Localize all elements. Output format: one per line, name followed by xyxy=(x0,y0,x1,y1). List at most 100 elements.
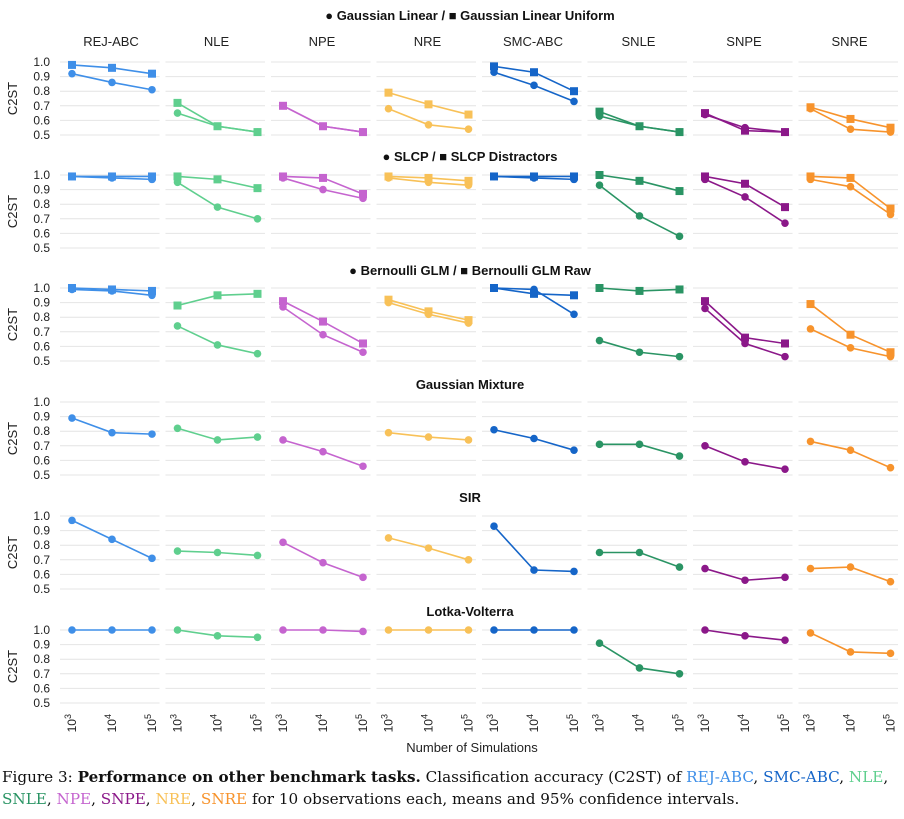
data-point-smc-abc xyxy=(530,566,538,574)
data-point-rej-abc xyxy=(148,286,156,295)
x-tick-label: 105 xyxy=(354,714,370,732)
caption-text-1: Classification accuracy (C2ST) of xyxy=(425,768,682,786)
data-point-snpe xyxy=(701,564,709,573)
data-point-nle xyxy=(213,203,222,211)
x-tick-exponent: 3 xyxy=(380,714,390,719)
data-point-smc-abc xyxy=(530,289,538,298)
x-tick-label: 104 xyxy=(736,714,752,732)
caption-figure-label: Figure 3: xyxy=(2,768,73,786)
data-point-nle xyxy=(173,98,182,107)
data-point-nle xyxy=(213,436,222,444)
data-point-nre xyxy=(424,544,433,552)
data-point-snle xyxy=(595,440,604,449)
y-tick-label: 0.7 xyxy=(33,99,50,113)
data-point-nre xyxy=(424,433,433,441)
x-tick-label: 105 xyxy=(460,714,476,732)
y-axis-label: C2ST xyxy=(5,308,20,341)
data-point-snle xyxy=(635,176,644,185)
data-point-snle xyxy=(635,664,644,672)
data-point-snpe xyxy=(701,297,709,306)
data-point-rej-abc xyxy=(68,60,76,69)
x-tick-base: 10 xyxy=(633,719,647,733)
data-point-rej-abc xyxy=(148,69,156,78)
method-header-nre: NRE xyxy=(414,34,442,49)
data-point-smc-abc xyxy=(490,172,498,181)
data-point-snle xyxy=(675,187,684,196)
data-point-snpe xyxy=(701,442,709,450)
data-point-snle xyxy=(635,212,644,220)
data-point-snre xyxy=(806,172,815,181)
data-point-rej-abc xyxy=(68,414,76,422)
y-tick-label: 0.5 xyxy=(33,128,50,142)
data-point-snre xyxy=(846,330,855,339)
data-point-rej-abc xyxy=(108,63,116,72)
data-point-snre xyxy=(846,563,855,571)
data-point-snre xyxy=(886,348,895,357)
x-tick-base: 10 xyxy=(462,719,476,733)
data-point-rej-abc xyxy=(148,626,156,634)
data-point-nle xyxy=(213,122,222,131)
data-point-nle xyxy=(253,349,262,358)
data-point-snpe xyxy=(781,203,789,212)
data-point-smc-abc xyxy=(530,172,538,181)
caption-method-npe: NPE xyxy=(56,790,92,808)
x-tick-exponent: 4 xyxy=(314,714,324,719)
data-point-nre xyxy=(464,556,473,564)
x-tick-exponent: 4 xyxy=(209,714,219,719)
x-axis-label: Number of Simulations xyxy=(406,740,538,755)
data-point-rej-abc xyxy=(148,85,156,94)
x-tick-label: 104 xyxy=(103,714,119,732)
x-tick-label: 103 xyxy=(485,714,501,732)
x-tick-exponent: 3 xyxy=(696,714,706,719)
x-tick-exponent: 5 xyxy=(460,714,470,719)
data-point-nle xyxy=(253,128,262,137)
data-point-snpe xyxy=(781,339,789,348)
data-point-snle xyxy=(635,286,644,295)
data-point-nre xyxy=(424,120,433,129)
x-tick-base: 10 xyxy=(356,719,370,733)
data-point-nle xyxy=(173,172,182,181)
data-point-npe xyxy=(359,339,367,348)
row-title-1: ● SLCP / ■ SLCP Distractors xyxy=(383,149,558,164)
data-point-npe xyxy=(319,317,327,326)
data-point-snre xyxy=(806,629,815,637)
data-point-nre xyxy=(384,295,393,304)
data-point-snre xyxy=(806,437,815,446)
method-header-rej-abc: REJ-ABC xyxy=(83,34,139,49)
data-point-snpe xyxy=(701,172,709,181)
data-point-rej-abc xyxy=(68,284,76,292)
data-point-npe xyxy=(359,462,367,471)
caption-method-nre: NRE xyxy=(155,790,192,808)
data-point-smc-abc xyxy=(570,310,578,319)
y-tick-label: 0.6 xyxy=(33,339,50,353)
x-tick-base: 10 xyxy=(211,719,225,733)
x-tick-label: 105 xyxy=(776,714,792,732)
data-point-snpe xyxy=(701,304,709,313)
data-point-nre xyxy=(464,626,473,634)
y-tick-label: 0.5 xyxy=(33,241,50,255)
x-tick-base: 10 xyxy=(527,719,541,733)
data-point-snre xyxy=(806,300,815,309)
data-point-snpe xyxy=(781,636,789,645)
figure-caption: Figure 3: Performance on other benchmark… xyxy=(2,766,902,810)
x-tick-exponent: 5 xyxy=(776,714,786,719)
data-point-npe xyxy=(359,128,367,137)
data-point-snle xyxy=(595,284,604,292)
data-point-npe xyxy=(319,330,327,339)
data-point-snpe xyxy=(701,109,709,118)
data-point-snle xyxy=(675,670,684,678)
data-point-snpe xyxy=(741,458,749,466)
data-point-rej-abc xyxy=(108,78,116,87)
y-axis-label: C2ST xyxy=(5,650,20,683)
x-tick-label: 105 xyxy=(671,714,687,732)
y-tick-label: 1.0 xyxy=(33,623,50,637)
x-tick-exponent: 4 xyxy=(525,714,535,719)
data-point-npe xyxy=(319,447,327,456)
data-point-snpe xyxy=(781,573,789,582)
x-tick-exponent: 5 xyxy=(565,714,575,719)
x-tick-exponent: 3 xyxy=(802,714,812,719)
data-point-npe xyxy=(319,122,327,131)
x-tick-base: 10 xyxy=(698,719,712,733)
y-tick-label: 0.9 xyxy=(33,638,50,652)
y-tick-label: 0.6 xyxy=(33,453,50,467)
